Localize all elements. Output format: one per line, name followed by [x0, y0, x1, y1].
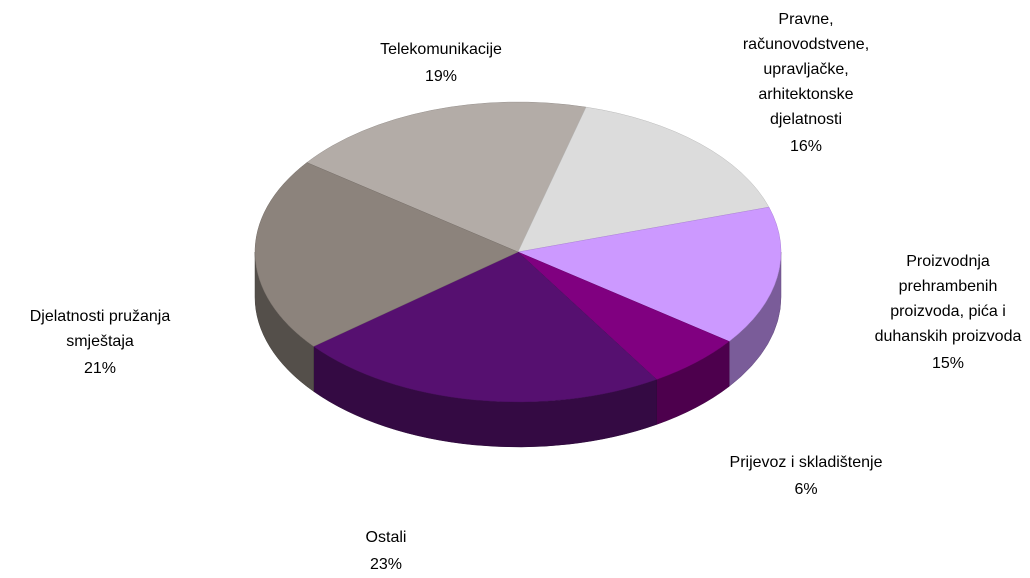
label-line: duhanskih proizvoda [875, 328, 1022, 345]
slice [306, 101, 587, 253]
value-label: 21% [84, 360, 116, 377]
label-line: proizvoda, pića i [890, 303, 1006, 320]
label-line: Djelatnosti pružanja [30, 308, 171, 325]
slice-label: Ostali [366, 529, 407, 546]
slice-label: Prijevoz i skladištenje [730, 454, 883, 471]
value-label: 19% [425, 68, 457, 85]
slice-label: Djelatnosti pružanja smještaja [30, 308, 171, 350]
label-line: smještaja [66, 333, 134, 350]
label-line: Prijevoz i skladištenje [730, 454, 883, 471]
slice-label: Proizvodnja prehrambenih proizvoda, pića i… [875, 253, 1022, 345]
slice-label: Telekomunikacije [380, 41, 502, 58]
label-line: Ostali [366, 529, 407, 546]
label-line: Pravne, [778, 11, 833, 28]
label-line: prehrambenih [899, 278, 998, 295]
label-line: arhitektonske [758, 86, 853, 103]
value-label: 15% [932, 355, 964, 372]
slice [517, 106, 770, 253]
value-label: 16% [790, 138, 822, 155]
label-line: Telekomunikacije [380, 41, 502, 58]
slice [313, 251, 658, 403]
slice-label: Pravne, računovodstvene, upravljačke, arhit… [743, 11, 869, 128]
label-line: Proizvodnja [906, 253, 990, 270]
label-line: djelatnosti [770, 111, 842, 128]
slice [254, 162, 519, 347]
slice [517, 206, 782, 342]
value-label: 23% [370, 556, 402, 573]
label-line: upravljačke, [763, 61, 848, 78]
value-label: 6% [794, 481, 817, 498]
label-line: računovodstvene, [743, 36, 869, 53]
